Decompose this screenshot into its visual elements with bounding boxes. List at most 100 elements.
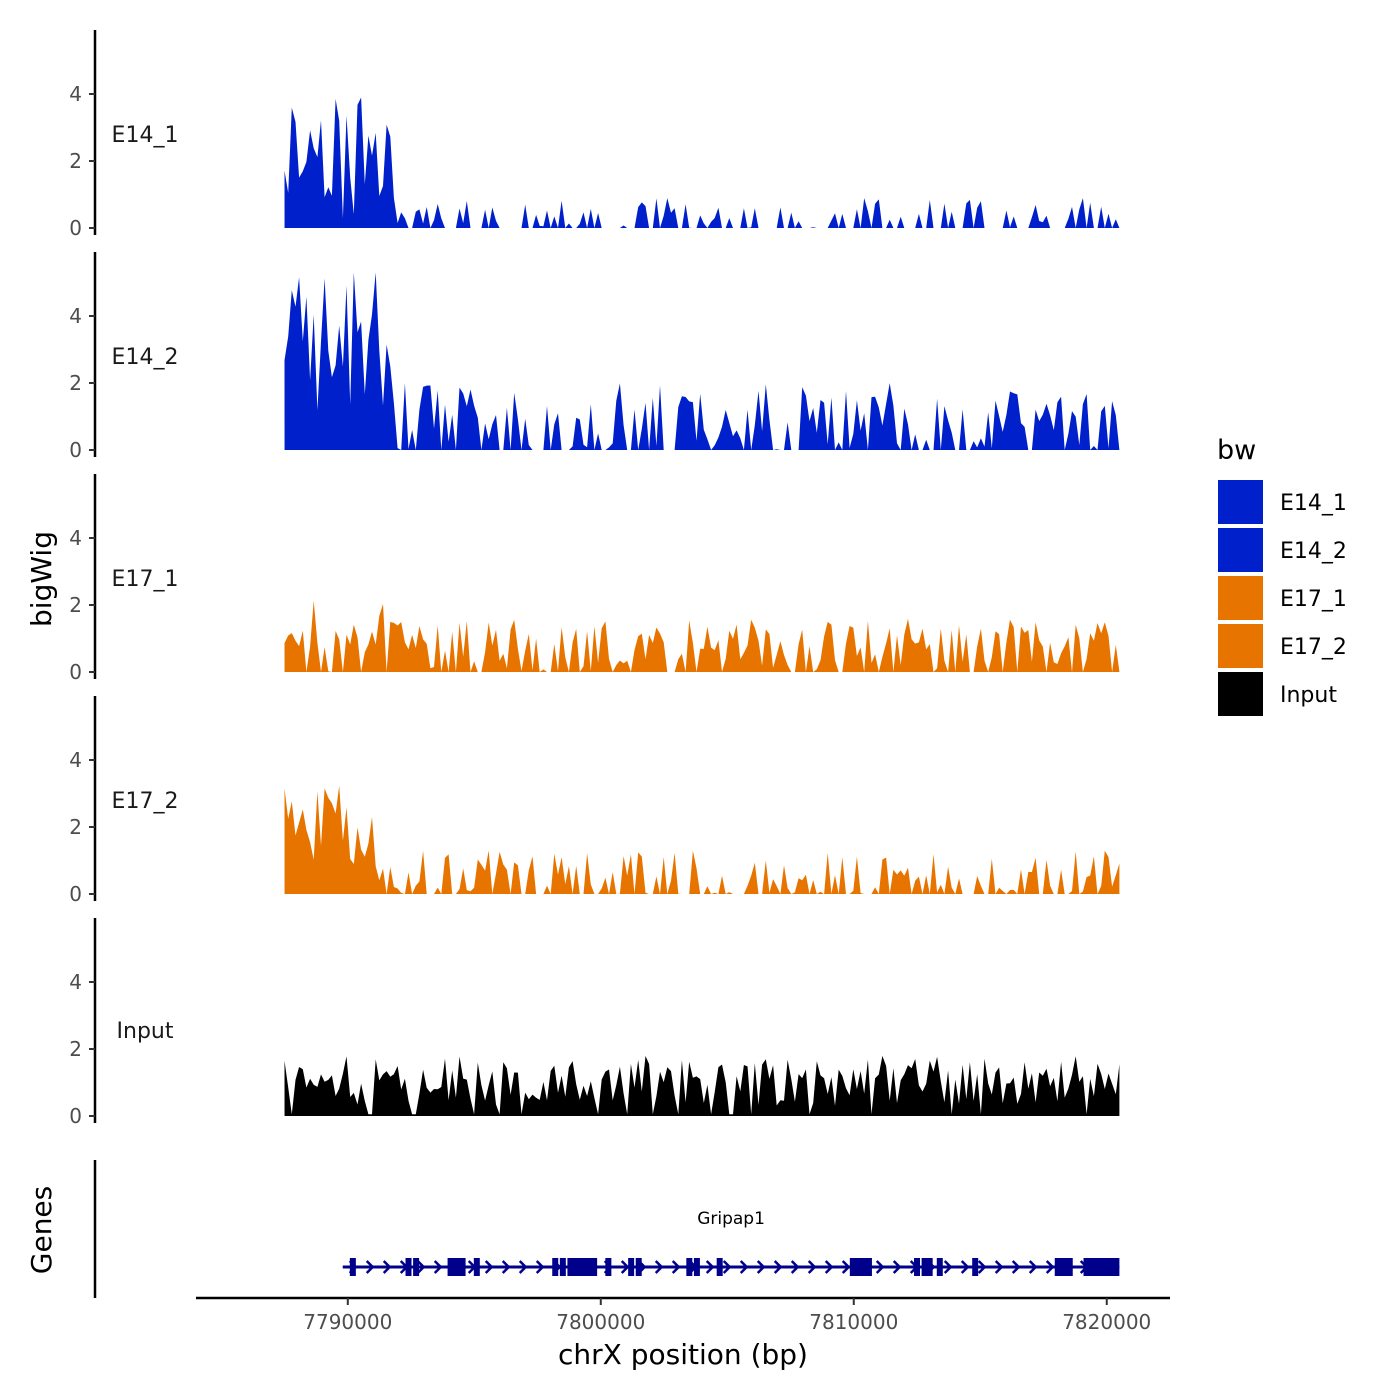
track-input: 0 2 4 Input xyxy=(69,918,1120,1128)
exon xyxy=(605,1258,612,1276)
exon xyxy=(686,1258,693,1276)
track-e17-1: 0 2 4 E17_1 xyxy=(69,474,1120,684)
strand-arrow xyxy=(1011,1260,1021,1274)
exon xyxy=(413,1258,420,1276)
y-tick-label: 0 xyxy=(69,216,82,240)
track-e17-2: 0 2 4 E17_2 xyxy=(69,696,1120,906)
y-tick-label: 4 xyxy=(69,748,82,772)
exon xyxy=(473,1258,480,1276)
x-tick-label: 7790000 xyxy=(303,1310,392,1334)
exon xyxy=(921,1258,928,1276)
genes-track-title: Genes xyxy=(25,1186,58,1274)
y-tick-label: 2 xyxy=(69,593,82,617)
legend-swatch xyxy=(1218,528,1263,572)
track-label: Input xyxy=(117,1019,174,1044)
track-label: E14_1 xyxy=(112,123,179,148)
legend-swatch xyxy=(1218,624,1263,668)
strand-arrow xyxy=(1028,1260,1038,1274)
track-e14-1: 0 2 4 E14_1 xyxy=(69,30,1120,240)
exon xyxy=(693,1258,700,1276)
x-axis-title: chrX position (bp) xyxy=(558,1338,808,1371)
exon xyxy=(914,1258,921,1276)
strand-arrow xyxy=(1045,1260,1055,1274)
gene-track: Gripap1 xyxy=(93,1160,1120,1298)
legend-label: E17_1 xyxy=(1280,587,1347,612)
strand-arrow xyxy=(824,1260,834,1274)
signal-area-e14-2 xyxy=(284,272,1120,450)
strand-arrow xyxy=(501,1260,511,1274)
exon xyxy=(405,1258,412,1276)
exon-block xyxy=(861,1258,872,1276)
strand-arrow xyxy=(790,1260,800,1274)
legend-label: E14_2 xyxy=(1280,539,1347,564)
strand-arrow xyxy=(756,1260,766,1274)
legend-label: Input xyxy=(1280,683,1337,708)
y-tick-label: 0 xyxy=(69,882,82,906)
x-tick-label: 7810000 xyxy=(809,1310,898,1334)
legend-swatch xyxy=(1218,480,1263,524)
tracks: 0 2 4 E14_1 0 2 4 E14_2 0 2 4 E17_1 0 2 4 E17_2 0 2 4 Input xyxy=(69,30,1120,1128)
y-tick-label: 4 xyxy=(69,304,82,328)
y-tick-label: 2 xyxy=(69,149,82,173)
strand-arrow xyxy=(671,1260,681,1274)
track-label: E14_2 xyxy=(112,345,179,370)
y-axis-title: bigWig xyxy=(25,531,58,627)
exon xyxy=(458,1258,465,1276)
signal-area-e14-1 xyxy=(284,97,1120,228)
strand-arrow xyxy=(365,1260,375,1274)
exon-block xyxy=(1083,1258,1120,1276)
strand-arrow xyxy=(416,1260,426,1274)
exon xyxy=(628,1258,635,1276)
x-axis: 7790000 7800000 7810000 7820000 xyxy=(196,1296,1170,1334)
strand-arrow xyxy=(705,1260,715,1274)
strand-arrow xyxy=(841,1260,851,1274)
strand-arrow xyxy=(892,1260,902,1274)
strand-arrow xyxy=(620,1260,630,1274)
strand-arrow xyxy=(722,1260,732,1274)
legend-swatch xyxy=(1218,672,1263,716)
legend: bw E14_1 E14_2 E17_1 E17_2 Input xyxy=(1217,435,1347,716)
legend-swatch xyxy=(1218,576,1263,620)
y-tick-label: 0 xyxy=(69,660,82,684)
strand-arrow xyxy=(994,1260,1004,1274)
strand-arrow xyxy=(382,1260,392,1274)
signal-area-e17-1 xyxy=(284,600,1120,672)
y-tick-label: 4 xyxy=(69,526,82,550)
y-tick-label: 4 xyxy=(69,82,82,106)
exon xyxy=(972,1258,979,1276)
strand-arrow xyxy=(654,1260,664,1274)
strand-arrow xyxy=(518,1260,528,1274)
strand-arrow xyxy=(943,1260,953,1274)
signal-area-e17-2 xyxy=(284,785,1120,894)
y-tick-label: 2 xyxy=(69,815,82,839)
exon xyxy=(635,1258,642,1276)
exon xyxy=(716,1258,723,1276)
strand-arrow xyxy=(960,1260,970,1274)
legend-title: bw xyxy=(1217,435,1256,466)
y-tick-label: 4 xyxy=(69,970,82,994)
exon xyxy=(559,1258,566,1276)
y-tick-label: 2 xyxy=(69,371,82,395)
strand-arrow xyxy=(484,1260,494,1274)
exon xyxy=(1065,1258,1072,1276)
strand-arrow xyxy=(773,1260,783,1274)
track-e14-2: 0 2 4 E14_2 xyxy=(69,252,1120,462)
strand-arrow xyxy=(977,1260,987,1274)
signal-area-input xyxy=(284,1055,1120,1116)
y-tick-label: 0 xyxy=(69,438,82,462)
strand-arrow xyxy=(433,1260,443,1274)
legend-label: E14_1 xyxy=(1280,491,1347,516)
exon-block xyxy=(570,1258,589,1276)
strand-arrow xyxy=(535,1260,545,1274)
strand-arrow xyxy=(739,1260,749,1274)
exon xyxy=(552,1258,559,1276)
x-tick-label: 7800000 xyxy=(556,1310,645,1334)
exon xyxy=(349,1258,356,1276)
y-tick-label: 2 xyxy=(69,1037,82,1061)
exon xyxy=(926,1258,933,1276)
legend-label: E17_2 xyxy=(1280,635,1347,660)
strand-arrow xyxy=(875,1260,885,1274)
strand-arrow xyxy=(807,1260,817,1274)
gene-name: Gripap1 xyxy=(697,1209,765,1229)
